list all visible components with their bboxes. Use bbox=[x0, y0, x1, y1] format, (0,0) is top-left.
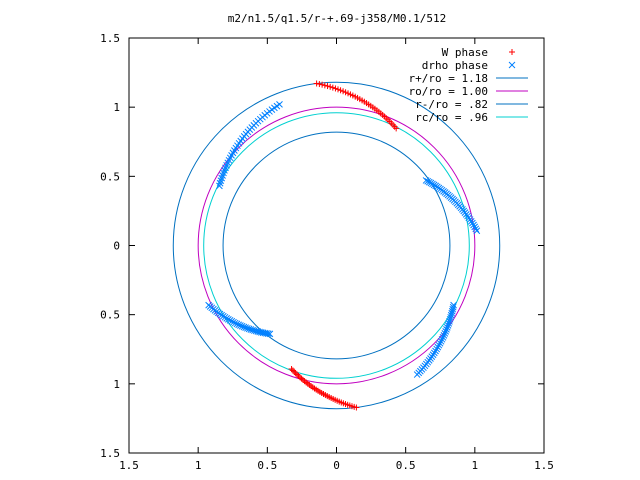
marker-w-0-1 bbox=[316, 81, 323, 88]
x-tick-label-6: 1.5 bbox=[534, 459, 554, 472]
marker-drho-1-17 bbox=[233, 320, 241, 328]
legend-label-5: rc/ro = .96 bbox=[415, 111, 488, 124]
marker-w-1-5 bbox=[295, 372, 302, 379]
y-tick-label-0: 1.5 bbox=[100, 32, 120, 45]
marker-w-1-1 bbox=[289, 367, 296, 374]
marker-drho-0-35 bbox=[216, 179, 224, 187]
marker-w-0-36 bbox=[393, 125, 400, 132]
legend-sample-0 bbox=[509, 49, 515, 55]
marker-drho-1-16 bbox=[231, 319, 239, 327]
legend-label-0: W phase bbox=[442, 46, 488, 59]
x-axis-ticks: 1.5 1 0.5 0 0.5 1 1.5 bbox=[119, 38, 554, 472]
marker-drho-0-36 bbox=[216, 182, 223, 190]
x-tick-label-0: 1.5 bbox=[119, 459, 139, 472]
x-tick-label-2: 0.5 bbox=[257, 459, 277, 472]
marker-drho-3-15 bbox=[440, 332, 448, 339]
marker-w-0-6 bbox=[329, 84, 336, 91]
marker-drho-2-33 bbox=[470, 221, 477, 229]
marker-drho-3-11 bbox=[443, 324, 451, 331]
marker-drho-3-14 bbox=[441, 330, 449, 337]
marker-drho-1-12 bbox=[225, 316, 232, 323]
legend-label-1: drho phase bbox=[422, 59, 488, 72]
marker-drho-2-0 bbox=[422, 177, 430, 184]
y-tick-label-4: 0.5 bbox=[100, 309, 120, 322]
marker-drho-1-21 bbox=[240, 323, 248, 331]
marker-drho-1-13 bbox=[226, 316, 234, 324]
data-markers bbox=[205, 80, 481, 411]
marker-w-0-7 bbox=[332, 85, 339, 92]
marker-drho-3-5 bbox=[447, 311, 455, 319]
marker-w-0-2 bbox=[319, 81, 326, 88]
marker-w-0-9 bbox=[337, 87, 344, 94]
marker-drho-1-15 bbox=[230, 318, 237, 326]
marker-drho-3-6 bbox=[447, 313, 455, 321]
marker-drho-3-2 bbox=[449, 305, 457, 313]
marker-drho-3-1 bbox=[449, 303, 457, 311]
marker-drho-2-34 bbox=[471, 223, 479, 231]
marker-drho-3-36 bbox=[413, 371, 421, 378]
marker-drho-3-21 bbox=[434, 343, 442, 351]
marker-drho-3-13 bbox=[442, 328, 450, 335]
circle-line-2 bbox=[197, 106, 476, 385]
marker-drho-3-0 bbox=[450, 301, 457, 309]
marker-drho-3-12 bbox=[443, 326, 450, 333]
x-tick-label-4: 0.5 bbox=[396, 459, 416, 472]
x-tick-label-3: 0 bbox=[333, 459, 340, 472]
marker-drho-2-32 bbox=[469, 219, 476, 227]
marker-w-0-4 bbox=[324, 83, 331, 90]
y-tick-label-1: 1 bbox=[113, 101, 120, 114]
marker-w-1-2 bbox=[291, 368, 298, 375]
marker-drho-3-22 bbox=[433, 345, 441, 353]
y-tick-label-5: 1 bbox=[113, 378, 120, 391]
marker-drho-1-19 bbox=[237, 322, 244, 329]
marker-w-0-8 bbox=[335, 86, 342, 93]
marker-drho-3-20 bbox=[435, 341, 443, 349]
marker-drho-1-20 bbox=[238, 322, 246, 330]
legend-label-2: r+/ro = 1.18 bbox=[409, 72, 488, 85]
marker-w-1-0 bbox=[288, 365, 295, 372]
marker-w-1-4 bbox=[294, 371, 301, 378]
marker-drho-2-36 bbox=[473, 227, 481, 235]
circle-line-1 bbox=[172, 81, 501, 410]
legend-label-3: ro/ro = 1.00 bbox=[409, 85, 488, 98]
marker-drho-2-1 bbox=[424, 177, 432, 185]
marker-drho-3-4 bbox=[448, 309, 456, 317]
y-axis-ticks: 1.5 1 0.5 0 0.5 1 1.5 bbox=[100, 32, 544, 460]
marker-drho-1-36 bbox=[266, 330, 274, 338]
marker-drho-3-17 bbox=[438, 335, 446, 343]
marker-drho-1-35 bbox=[264, 330, 272, 337]
circle-line-4 bbox=[203, 112, 470, 379]
chart-title: m2/n1.5/q1.5/r-+.69-j358/M0.1/512 bbox=[228, 12, 447, 25]
marker-drho-1-22 bbox=[242, 324, 249, 331]
marker-drho-3-19 bbox=[436, 339, 444, 347]
x-tick-label-5: 1 bbox=[472, 459, 479, 472]
circle-line-3 bbox=[222, 131, 451, 360]
marker-drho-1-18 bbox=[235, 321, 243, 329]
y-tick-label-3: 0 bbox=[113, 240, 120, 253]
marker-drho-3-18 bbox=[437, 337, 445, 345]
marker-w-0-5 bbox=[327, 83, 334, 90]
marker-drho-3-10 bbox=[444, 322, 452, 329]
marker-w-0-0 bbox=[313, 80, 320, 87]
marker-drho-2-35 bbox=[472, 225, 480, 233]
legend-sample-1 bbox=[508, 61, 516, 69]
marker-drho-3-3 bbox=[448, 307, 456, 315]
marker-drho-1-14 bbox=[228, 317, 236, 325]
marker-drho-3-16 bbox=[439, 334, 447, 341]
marker-w-1-3 bbox=[292, 370, 299, 377]
marker-w-0-3 bbox=[321, 82, 328, 89]
y-tick-label-2: 0.5 bbox=[100, 170, 120, 183]
marker-drho-2-2 bbox=[425, 178, 433, 186]
marker-w-1-36 bbox=[353, 404, 360, 411]
marker-drho-3-8 bbox=[446, 317, 453, 325]
marker-drho-3-9 bbox=[445, 320, 453, 327]
reference-circles bbox=[172, 81, 501, 410]
legend-label-4: r-/ro = .82 bbox=[415, 98, 488, 111]
marker-drho-3-7 bbox=[446, 315, 454, 323]
x-tick-label-1: 1 bbox=[195, 459, 202, 472]
y-tick-label-6: 1.5 bbox=[100, 447, 120, 460]
